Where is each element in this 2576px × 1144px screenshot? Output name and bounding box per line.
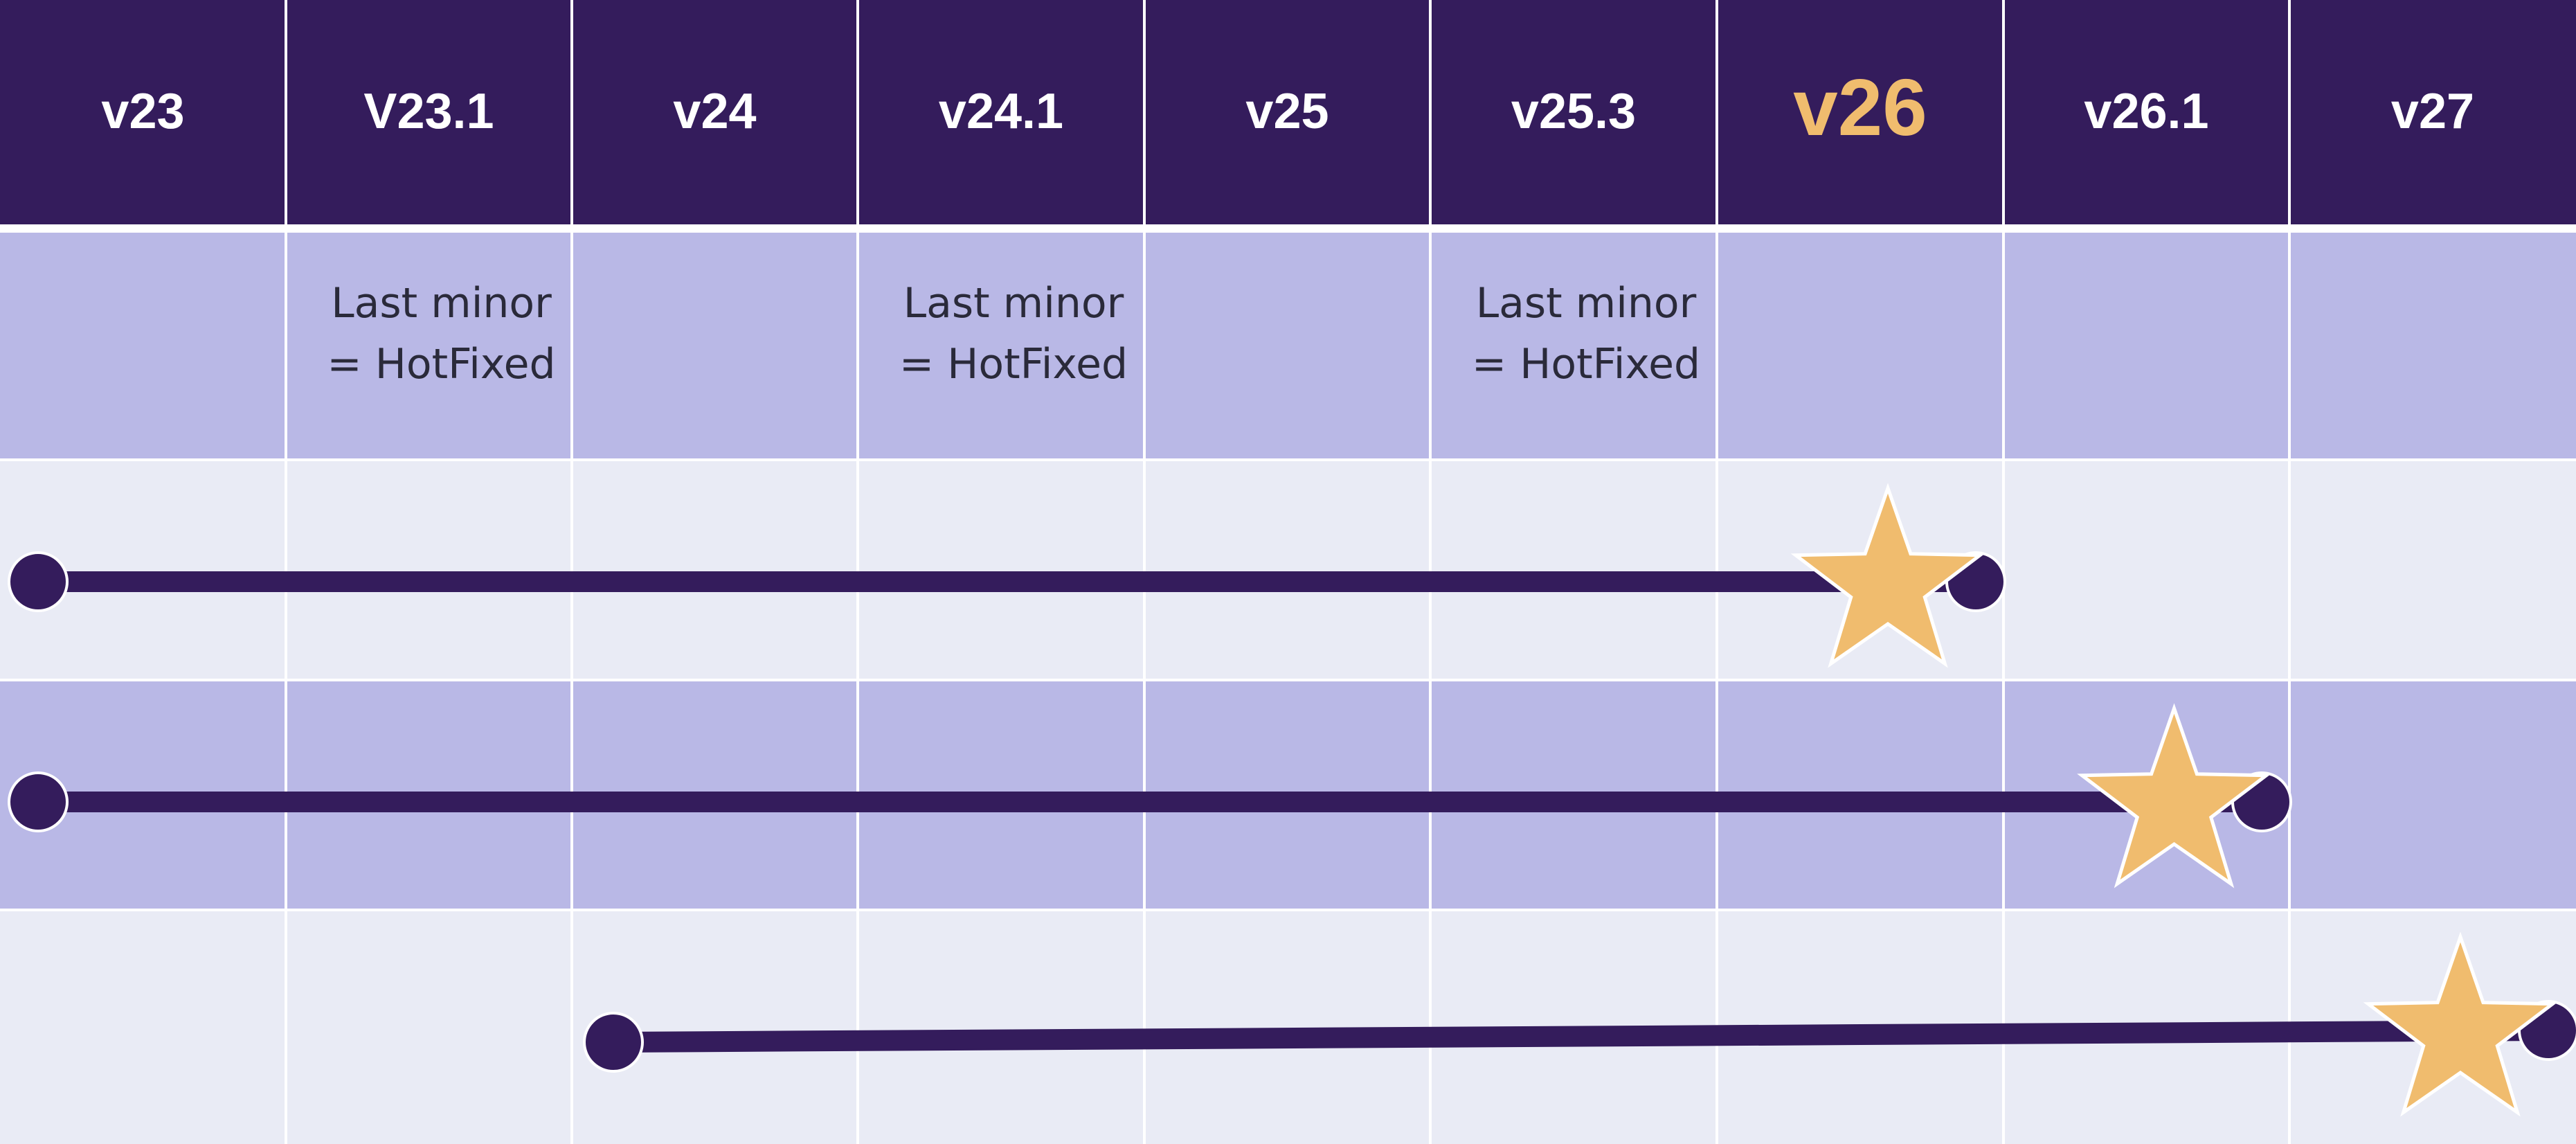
star-icon (2077, 703, 2271, 888)
note-line1: Last minor (903, 279, 1124, 328)
version-label-v24-1: v24.1 (939, 84, 1063, 139)
version-header-row: v23 V23.1 v24 v24.1 v25 v25.3 v26 v26.1 v27 (0, 0, 2576, 224)
star-icon (2363, 931, 2558, 1117)
timeline-2 (8, 703, 2292, 888)
header-separator (0, 224, 2576, 233)
timeline-start-dot (8, 551, 69, 612)
timeline-3 (583, 931, 2576, 1117)
support-timelines (8, 483, 2576, 1117)
star-icon (1790, 483, 1985, 668)
version-label-v27: v27 (2391, 84, 2474, 139)
note-line2: = HotFixed (1472, 340, 1700, 388)
note-line1: Last minor (331, 279, 552, 328)
timeline-start-dot (8, 771, 69, 832)
version-label-v26-1: v26.1 (2084, 84, 2208, 139)
header-background (0, 0, 2576, 224)
version-label-v23-1: V23.1 (363, 84, 494, 139)
version-label-v26: v26 (1793, 62, 1927, 152)
row-band-2 (0, 460, 2576, 680)
row-band-1 (0, 233, 2576, 460)
version-label-v25-3: v25.3 (1511, 84, 1636, 139)
version-label-v25: v25 (1245, 84, 1328, 139)
note-line2: = HotFixed (899, 340, 1128, 388)
timeline-1 (8, 483, 2006, 668)
version-label-v23: v23 (101, 84, 184, 139)
timeline-bar (613, 1020, 2549, 1053)
note-line1: Last minor (1476, 279, 1697, 328)
note-line2: = HotFixed (327, 340, 555, 388)
release-notes: Last minor = HotFixed Last minor = HotFixed… (327, 279, 1700, 388)
version-label-v24: v24 (673, 84, 756, 139)
timeline-start-dot (583, 1012, 644, 1073)
